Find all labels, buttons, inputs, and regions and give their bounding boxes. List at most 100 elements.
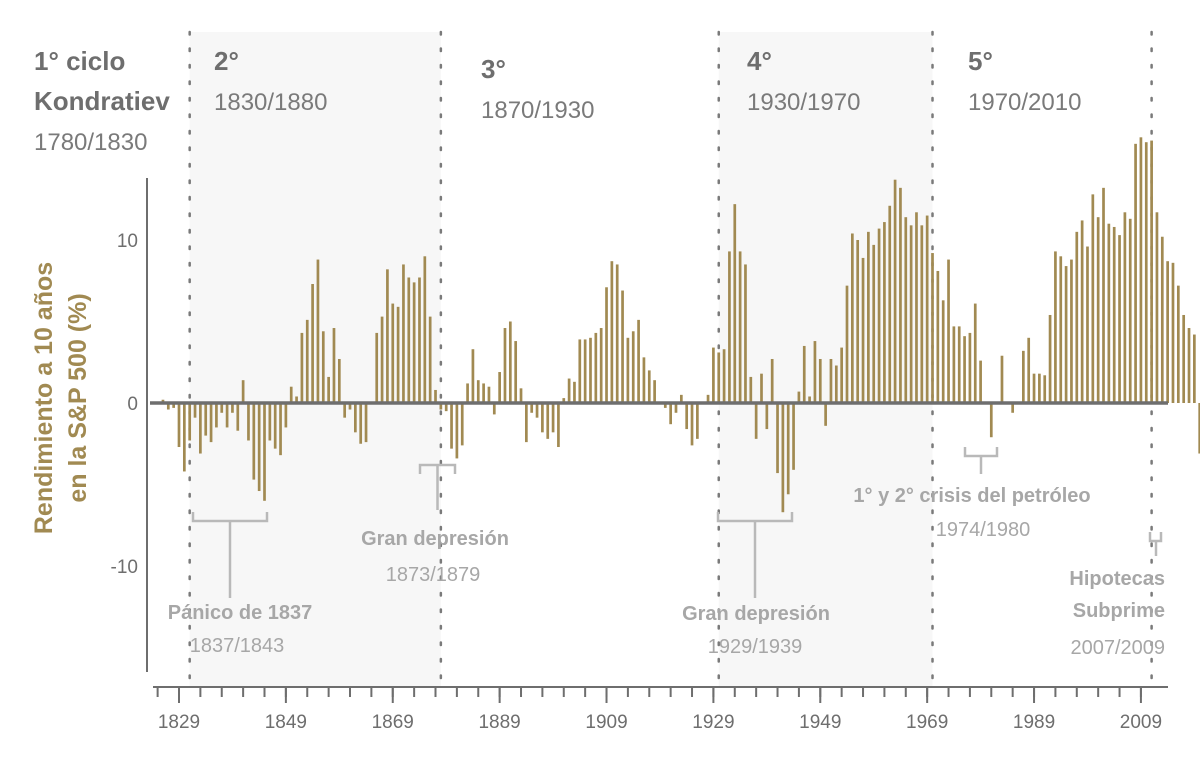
bar-1859 [337,358,341,403]
bar-1940 [770,358,774,403]
bar-1849 [284,403,288,428]
bar-1891 [508,321,512,403]
bar-1963 [893,179,897,403]
x-tick-label: 1829 [158,712,200,733]
bar-1934 [738,251,742,403]
bar-1918 [653,380,656,403]
bar-1902 [567,378,571,403]
bar-1906 [589,337,592,403]
bar-2004 [1112,226,1116,403]
bar-1828 [172,403,176,408]
bar-1943 [786,403,790,495]
bar-1872 [407,277,411,403]
bar-1955 [850,233,854,403]
bar-2005 [1118,235,1121,403]
x-tick-label: 1949 [799,712,841,733]
bar-1869 [391,303,395,403]
event-years: 1873/1879 [386,564,481,586]
event-depression-1929 [716,512,794,598]
cycle-label: 4° [747,46,772,76]
bar-2003 [1107,223,1111,403]
bar-1992 [1048,314,1052,403]
bar-1990 [1038,373,1041,403]
bar-1923 [679,394,683,403]
bar-1929 [712,347,715,403]
bar-1845 [263,403,266,501]
bar-1952 [834,365,838,403]
bar-1867 [380,316,384,403]
cycle-years: 1930/1970 [747,89,860,116]
bar-2019 [1193,334,1196,403]
bar-1879 [444,403,448,412]
bar-1987 [1022,350,1025,403]
event-name: Hipotecas [1069,568,1165,590]
bar-1884 [471,349,475,403]
bar-1864 [364,403,368,443]
cycle-labels: 1° ciclo Kondratiev 1780/1830 2° 1830/1880 3°… [34,46,1081,156]
bar-1874 [418,277,421,403]
event-annotations: Pánico de 1837 1837/1843 Gran depresión 187… [168,447,1165,659]
y-axis-label-line2: en la S&P 500 (%) [64,293,92,502]
bar-1939 [765,403,769,430]
cycle-label: 5° [968,46,993,76]
bar-1885 [476,380,480,403]
bar-2012 [1155,212,1159,403]
bar-1920 [663,403,667,408]
bar-1907 [594,332,598,403]
bar-1840 [236,403,240,431]
x-tick-label: 1889 [478,712,520,733]
event-years: 1974/1980 [936,519,1031,541]
bar-1894 [525,403,528,443]
bar-1841 [241,380,245,403]
bar-1997 [1075,231,1079,403]
event-name: Pánico de 1837 [168,602,313,624]
bar-1915 [637,319,640,403]
bar-1835 [209,403,213,443]
bar-1941 [776,403,779,474]
bar-1850 [289,386,293,403]
bar-1961 [883,222,886,403]
bar-1910 [610,261,614,403]
x-tick-label: 1989 [1013,712,1055,733]
bar-1871 [402,264,405,403]
event-name: 1° y 2° crisis del petróleo [853,485,1090,507]
bar-1978 [973,303,977,403]
bar-1951 [829,358,833,403]
bar-1998 [1080,220,1084,403]
bar-2001 [1096,217,1100,403]
bar-1890 [503,328,507,403]
bar-1974 [952,326,956,403]
bar-1972 [941,300,945,403]
bar-1889 [498,372,501,403]
bar-1862 [354,403,357,433]
bar-1888 [492,403,496,415]
bar-1956 [856,240,860,403]
bar-2014 [1166,261,1169,403]
bar-2010 [1144,142,1148,403]
bar-1882 [460,403,464,446]
bar-series [161,137,1200,513]
event-name: Gran depresión [682,603,830,625]
y-tick-label: 10 [117,231,138,252]
bar-1838 [225,403,229,428]
bar-1856 [321,331,325,403]
bar-1958 [867,231,870,403]
bar-2018 [1187,328,1191,403]
bar-1945 [797,391,801,403]
cycle-label-2: Kondratiev [34,86,170,116]
bar-2016 [1176,285,1180,403]
bar-2017 [1182,314,1186,403]
bar-2009 [1139,137,1143,403]
bar-2013 [1160,236,1164,403]
x-tick-label: 2009 [1120,712,1162,733]
bar-1855 [316,259,320,403]
bar-1948 [813,341,817,403]
bar-1944 [792,403,795,470]
bar-1873 [412,282,416,403]
bar-1935 [744,264,747,403]
event-subprime-bracket [1148,532,1163,543]
bar-1985 [1011,403,1015,413]
bar-1846 [268,403,272,441]
bar-1892 [514,341,518,403]
bar-1883 [466,383,469,403]
